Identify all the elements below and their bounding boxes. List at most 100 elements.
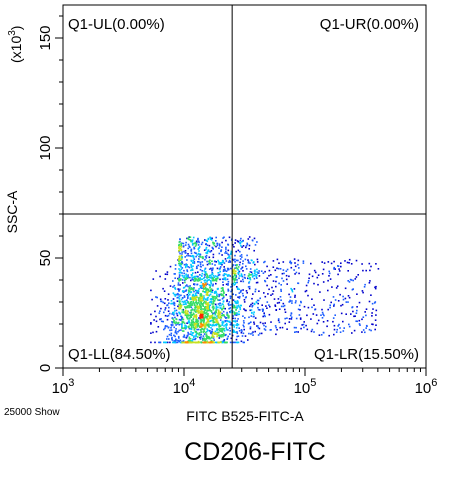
event-dot xyxy=(192,299,195,301)
event-dot xyxy=(209,301,211,304)
event-dot xyxy=(222,334,225,336)
event-dot xyxy=(166,335,169,338)
event-dot xyxy=(235,306,238,309)
event-dot xyxy=(199,265,202,267)
event-dot xyxy=(156,296,158,299)
event-dot xyxy=(213,242,216,245)
event-dot xyxy=(280,284,282,286)
event-dot xyxy=(193,295,196,297)
event-dot xyxy=(374,286,376,289)
event-dot xyxy=(196,324,198,327)
event-dot xyxy=(206,260,208,263)
event-dot xyxy=(179,257,181,260)
event-dot xyxy=(322,331,325,334)
event-dot xyxy=(182,303,185,306)
event-dot xyxy=(245,246,247,249)
event-dot xyxy=(320,314,322,316)
event-dot xyxy=(196,310,198,312)
event-dot xyxy=(179,252,181,255)
event-dot xyxy=(217,272,220,274)
event-dot xyxy=(237,304,240,307)
event-dot xyxy=(163,302,166,305)
event-dot xyxy=(197,264,199,267)
event-dot xyxy=(205,293,208,296)
event-dot xyxy=(209,324,212,326)
event-dot xyxy=(328,275,330,277)
event-dot xyxy=(364,311,366,313)
event-dot xyxy=(203,337,205,339)
event-dot xyxy=(327,308,329,311)
event-dot xyxy=(285,274,288,277)
event-dot xyxy=(336,285,339,287)
event-dot xyxy=(334,268,336,270)
event-dot xyxy=(299,317,302,319)
event-dot xyxy=(194,294,197,297)
event-dot xyxy=(172,321,175,323)
event-dot xyxy=(201,256,203,259)
event-dot xyxy=(263,324,265,327)
event-dot xyxy=(302,262,305,264)
event-dot xyxy=(197,307,199,310)
event-dot xyxy=(196,241,198,244)
event-dot xyxy=(230,309,232,312)
event-dot xyxy=(264,322,266,324)
x-axis-tick-labels: 103 104 105 106 xyxy=(52,377,438,397)
event-dot xyxy=(258,309,261,311)
event-dot xyxy=(282,269,285,271)
event-dot xyxy=(259,297,261,300)
x-axis-title: FITC B525-FITC-A xyxy=(186,408,304,424)
event-dot xyxy=(268,313,271,316)
event-dot xyxy=(232,341,235,344)
event-dot xyxy=(263,328,266,330)
event-dot xyxy=(267,293,269,295)
event-dot xyxy=(223,340,225,342)
event-dot xyxy=(195,275,197,278)
event-dot xyxy=(254,290,257,293)
event-dot xyxy=(327,261,330,263)
event-dot xyxy=(205,254,208,257)
event-dot xyxy=(225,283,228,286)
event-dot xyxy=(274,269,277,272)
event-dot xyxy=(220,304,222,307)
event-dot xyxy=(232,269,235,272)
event-dot xyxy=(195,313,198,316)
event-dot xyxy=(210,279,212,282)
event-dot xyxy=(244,258,247,261)
event-dot xyxy=(187,237,190,240)
event-dot xyxy=(340,262,342,264)
event-dot xyxy=(204,279,207,281)
event-dot xyxy=(237,341,240,344)
event-dot xyxy=(178,337,180,339)
event-dot xyxy=(238,330,241,332)
event-dot xyxy=(335,331,338,333)
event-dot xyxy=(201,261,204,263)
event-dot xyxy=(348,296,351,299)
event-dot xyxy=(249,262,251,264)
event-dot xyxy=(178,318,181,321)
event-dot xyxy=(218,293,220,296)
event-dot xyxy=(218,252,221,255)
event-dot xyxy=(190,287,193,289)
event-dot xyxy=(186,322,188,324)
event-dot xyxy=(268,274,270,277)
event-dot xyxy=(186,316,189,319)
event-dot xyxy=(243,299,246,301)
event-dot xyxy=(222,237,224,239)
event-dot xyxy=(173,313,175,315)
event-dot xyxy=(184,277,187,279)
event-dot xyxy=(289,300,291,303)
event-dot xyxy=(198,301,200,303)
event-dot xyxy=(326,325,328,328)
event-dot xyxy=(227,283,229,285)
event-dot xyxy=(187,289,190,292)
event-dot xyxy=(344,287,347,290)
event-dot xyxy=(183,303,186,306)
event-dot xyxy=(241,266,244,269)
event-dot xyxy=(243,328,245,331)
event-dot xyxy=(213,336,215,338)
event-dot xyxy=(294,273,296,275)
event-dot xyxy=(202,331,205,334)
event-dot xyxy=(199,313,202,316)
event-dot xyxy=(199,308,202,311)
event-dot xyxy=(226,324,228,326)
